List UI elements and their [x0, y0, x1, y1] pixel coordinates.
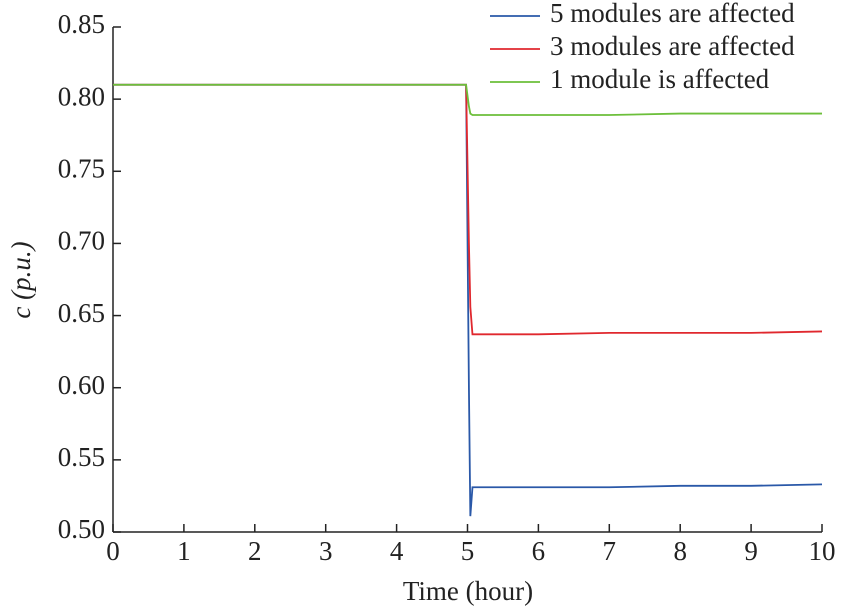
y-tick-label: 0.85 [58, 9, 105, 39]
y-tick-label: 0.50 [58, 514, 105, 544]
y-tick-label: 0.70 [58, 226, 105, 256]
y-tick-label: 0.75 [58, 153, 105, 183]
y-tick-label: 0.60 [58, 370, 105, 400]
x-tick-label: 3 [319, 536, 333, 566]
x-tick-label: 0 [106, 536, 120, 566]
series-line [113, 83, 822, 116]
series-line [113, 83, 823, 336]
legend-label: 1 module is affected [550, 64, 770, 94]
series-line [113, 83, 823, 517]
x-tick-label: 1 [177, 536, 191, 566]
x-tick-label: 8 [673, 536, 687, 566]
x-axis-label: Time (hour) [403, 576, 533, 606]
legend-label: 3 modules are affected [550, 31, 795, 61]
legend-label: 5 modules are affected [550, 0, 795, 28]
x-tick-label: 9 [744, 536, 758, 566]
y-axis-label: c (p.u.) [6, 241, 36, 318]
x-tick-label: 4 [390, 536, 404, 566]
y-tick-label: 0.55 [58, 442, 105, 472]
y-tick-label: 0.65 [58, 298, 105, 328]
x-tick-label: 7 [603, 536, 617, 566]
x-tick-label: 2 [248, 536, 262, 566]
x-tick-label: 6 [532, 536, 546, 566]
y-tick-label: 0.80 [58, 81, 105, 111]
x-tick-label: 10 [809, 536, 836, 566]
x-tick-label: 5 [461, 536, 475, 566]
